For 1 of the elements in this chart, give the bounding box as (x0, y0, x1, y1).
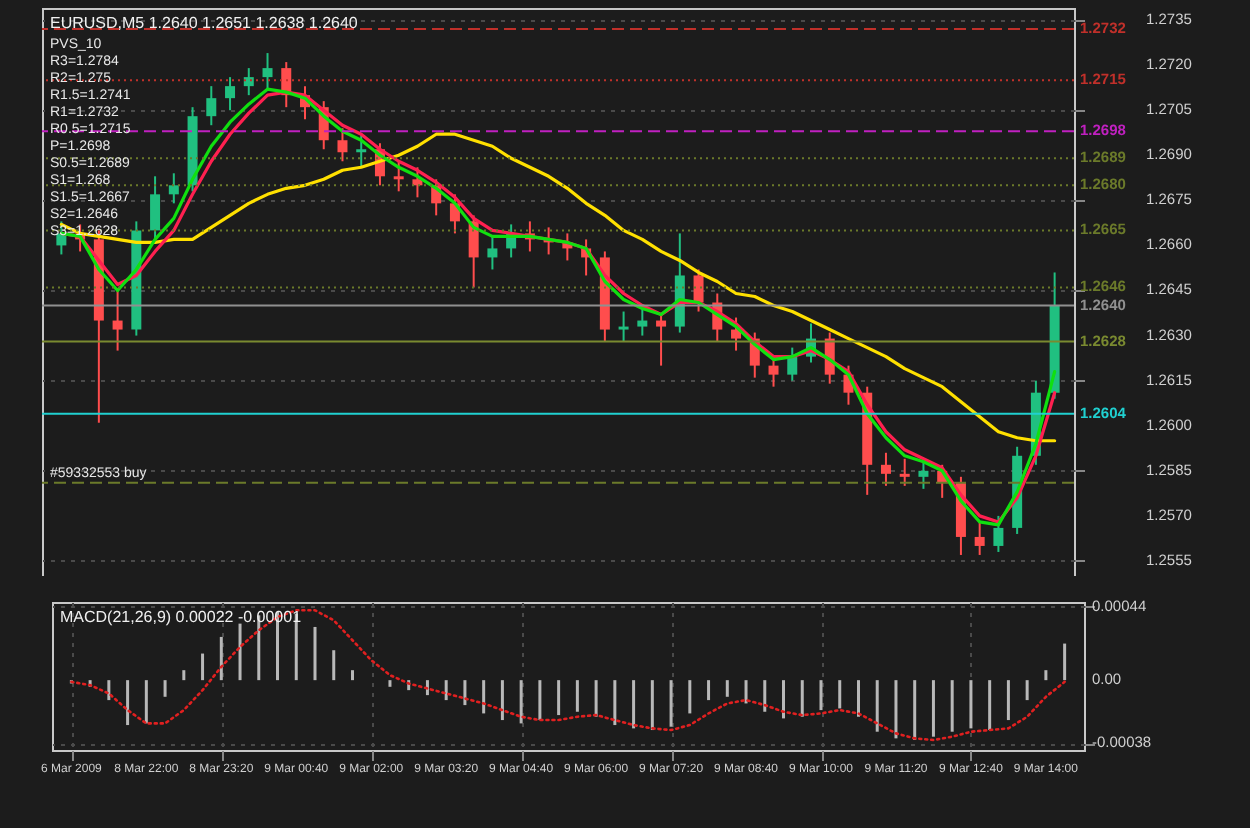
chart-title: EURUSD,M5 1.2640 1.2651 1.2638 1.2640 (50, 14, 359, 32)
